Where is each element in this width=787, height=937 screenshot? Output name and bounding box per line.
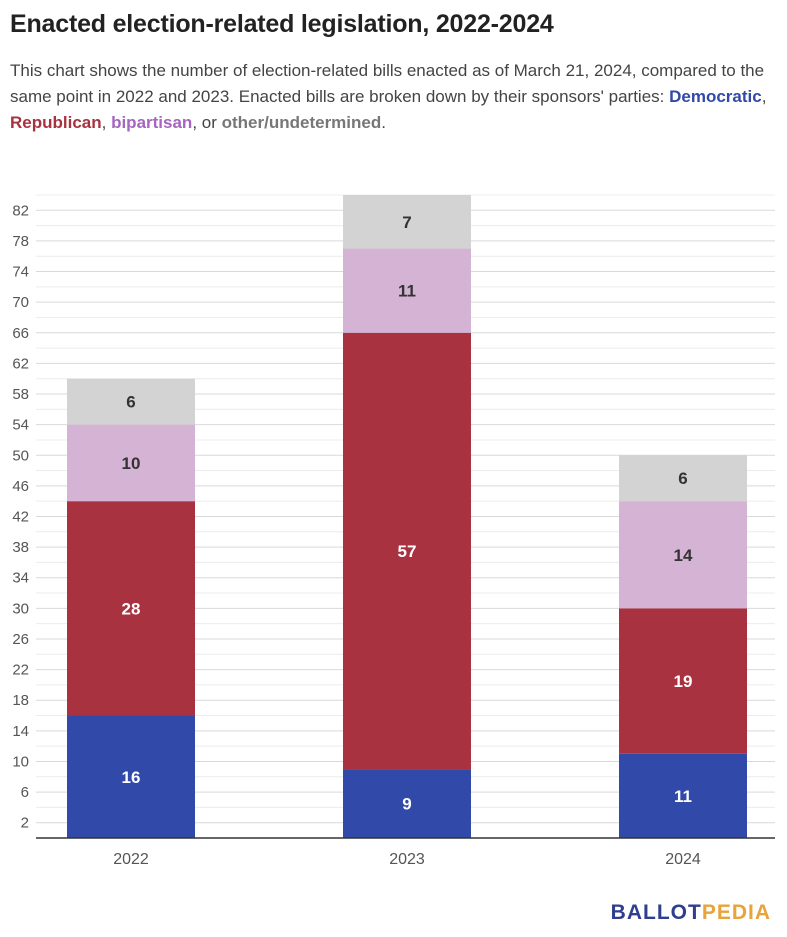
logo-part-ballot: BALLOT bbox=[610, 901, 702, 924]
bar-segment bbox=[67, 424, 195, 502]
data-label: 28 bbox=[122, 599, 141, 618]
data-label: 14 bbox=[674, 546, 693, 565]
subtitle-end: . bbox=[381, 113, 386, 132]
y-tick-label: 6 bbox=[21, 784, 29, 801]
y-tick-label: 38 bbox=[12, 539, 29, 556]
bar-segment bbox=[343, 248, 471, 333]
data-label: 16 bbox=[122, 768, 141, 787]
x-tick-label: 2024 bbox=[665, 851, 701, 868]
data-label: 11 bbox=[398, 282, 416, 301]
y-tick-label: 26 bbox=[12, 631, 29, 648]
subtitle-text: This chart shows the number of election-… bbox=[10, 61, 765, 106]
legend-democratic: Democratic bbox=[669, 87, 762, 106]
data-label: 11 bbox=[674, 787, 692, 806]
legend-republican: Republican bbox=[10, 113, 102, 132]
y-tick-label: 82 bbox=[12, 202, 29, 219]
y-tick-label: 74 bbox=[12, 264, 29, 281]
x-tick-label: 2022 bbox=[113, 851, 149, 868]
y-tick-label: 42 bbox=[12, 508, 29, 525]
y-tick-label: 50 bbox=[12, 447, 29, 464]
y-tick-label: 78 bbox=[12, 233, 29, 250]
legend-bipartisan: bipartisan bbox=[111, 113, 193, 132]
subtitle-sep2: , bbox=[101, 113, 112, 132]
data-label: 57 bbox=[398, 542, 417, 561]
bar-segment bbox=[619, 501, 747, 609]
y-tick-label: 2 bbox=[21, 815, 29, 832]
data-label: 6 bbox=[126, 393, 135, 412]
y-tick-label: 46 bbox=[12, 478, 29, 495]
y-tick-label: 70 bbox=[12, 294, 29, 311]
y-tick-label: 62 bbox=[12, 355, 29, 372]
data-label: 19 bbox=[674, 672, 693, 691]
y-tick-label: 66 bbox=[12, 325, 29, 342]
subtitle-sep3: , or bbox=[192, 113, 222, 132]
y-tick-label: 22 bbox=[12, 662, 29, 679]
bar-segment bbox=[619, 608, 747, 754]
y-tick-label: 14 bbox=[12, 723, 29, 740]
bar-segment bbox=[343, 769, 471, 838]
bar-segment bbox=[619, 455, 747, 502]
bar-segment bbox=[619, 753, 747, 838]
legend-other: other/undetermined bbox=[221, 113, 382, 132]
data-label: 10 bbox=[122, 454, 141, 473]
y-tick-label: 18 bbox=[12, 692, 29, 709]
y-tick-label: 30 bbox=[12, 600, 29, 617]
data-label: 9 bbox=[402, 795, 411, 814]
subtitle-sep1: , bbox=[761, 87, 767, 106]
bar-segment bbox=[67, 378, 195, 425]
logo-part-pedia: PEDIA bbox=[701, 901, 771, 924]
y-tick-label: 10 bbox=[12, 753, 29, 770]
y-tick-label: 58 bbox=[12, 386, 29, 403]
y-tick-label: 34 bbox=[12, 570, 29, 587]
data-label: 6 bbox=[678, 469, 687, 488]
x-tick-label: 2023 bbox=[389, 851, 425, 868]
y-tick-label: 54 bbox=[12, 417, 29, 434]
bar-segment bbox=[67, 715, 195, 838]
bar-segment bbox=[67, 501, 195, 716]
ballotpedia-logo: BALLOTPEDIA bbox=[611, 901, 771, 925]
bar-segment bbox=[343, 332, 471, 770]
data-label: 7 bbox=[402, 213, 411, 232]
chart-subtitle: This chart shows the number of election-… bbox=[10, 58, 775, 136]
chart-title: Enacted election-related legislation, 20… bbox=[10, 10, 554, 38]
bar-segment bbox=[343, 194, 471, 249]
